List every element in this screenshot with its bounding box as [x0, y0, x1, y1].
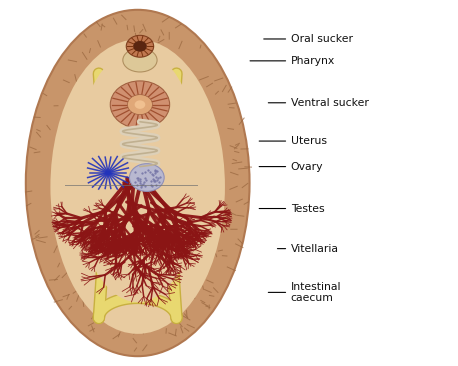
Ellipse shape: [26, 10, 250, 356]
Text: Intestinal
caecum: Intestinal caecum: [291, 281, 341, 303]
Ellipse shape: [74, 49, 202, 302]
Text: Oral sucker: Oral sucker: [291, 34, 353, 44]
Text: Vitellaria: Vitellaria: [291, 244, 338, 254]
Text: Uterus: Uterus: [291, 136, 327, 146]
Ellipse shape: [123, 48, 157, 72]
Text: Ventral sucker: Ventral sucker: [291, 98, 369, 108]
Circle shape: [135, 100, 145, 109]
Circle shape: [130, 164, 164, 191]
Circle shape: [110, 81, 169, 128]
Text: Testes: Testes: [291, 203, 324, 213]
Text: Ovary: Ovary: [291, 162, 323, 172]
Ellipse shape: [50, 40, 225, 334]
Circle shape: [126, 36, 154, 57]
Text: Pharynx: Pharynx: [291, 56, 335, 66]
Circle shape: [127, 95, 153, 115]
Circle shape: [133, 41, 147, 52]
